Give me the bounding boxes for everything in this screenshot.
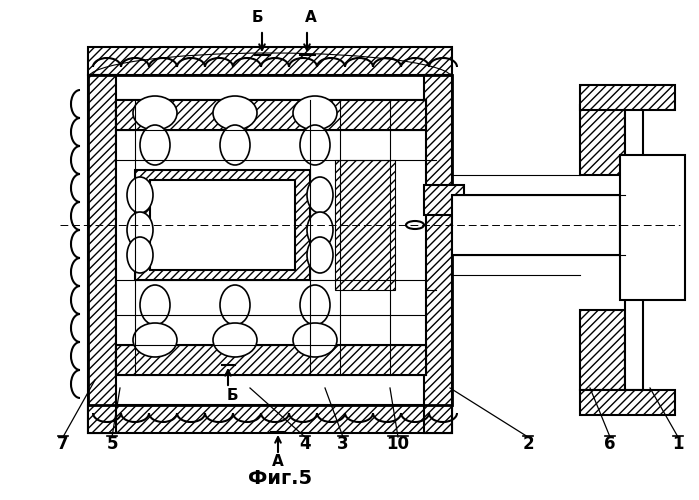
Bar <box>580 85 675 110</box>
Text: 4: 4 <box>299 435 311 453</box>
Text: Б: Б <box>226 388 238 402</box>
Ellipse shape <box>220 285 250 325</box>
Bar <box>135 170 310 280</box>
Bar <box>580 310 625 390</box>
Text: 10: 10 <box>387 435 410 453</box>
Bar <box>625 105 643 390</box>
Ellipse shape <box>127 177 153 213</box>
Ellipse shape <box>133 323 177 357</box>
Text: 2: 2 <box>522 435 534 453</box>
Bar <box>116 100 426 375</box>
Text: А: А <box>272 454 284 469</box>
Bar <box>88 75 116 433</box>
Text: А: А <box>305 10 317 26</box>
Ellipse shape <box>140 125 170 165</box>
Ellipse shape <box>307 212 333 248</box>
Text: 6: 6 <box>604 435 616 453</box>
Bar <box>116 345 426 375</box>
Ellipse shape <box>213 323 257 357</box>
Bar <box>88 75 452 405</box>
Ellipse shape <box>220 125 250 165</box>
Ellipse shape <box>213 96 257 130</box>
Bar <box>580 390 675 415</box>
Bar <box>88 405 452 433</box>
Ellipse shape <box>127 212 153 248</box>
Bar <box>150 180 295 270</box>
Bar <box>335 160 395 290</box>
Bar <box>424 185 464 215</box>
Text: Фиг.5: Фиг.5 <box>248 468 312 487</box>
Ellipse shape <box>127 237 153 273</box>
Ellipse shape <box>406 221 424 229</box>
Bar <box>452 195 620 255</box>
Ellipse shape <box>140 285 170 325</box>
Text: 3: 3 <box>337 435 349 453</box>
Text: 5: 5 <box>106 435 117 453</box>
Ellipse shape <box>133 96 177 130</box>
Ellipse shape <box>300 125 330 165</box>
Ellipse shape <box>293 323 337 357</box>
Ellipse shape <box>300 285 330 325</box>
Ellipse shape <box>293 96 337 130</box>
Ellipse shape <box>307 177 333 213</box>
Text: 1: 1 <box>672 435 684 453</box>
Bar <box>620 155 685 300</box>
Bar <box>88 47 452 75</box>
Bar <box>580 105 625 175</box>
Text: 7: 7 <box>57 435 69 453</box>
Text: Б: Б <box>251 10 263 26</box>
Ellipse shape <box>307 237 333 273</box>
Bar <box>424 75 452 433</box>
Bar <box>116 100 426 130</box>
